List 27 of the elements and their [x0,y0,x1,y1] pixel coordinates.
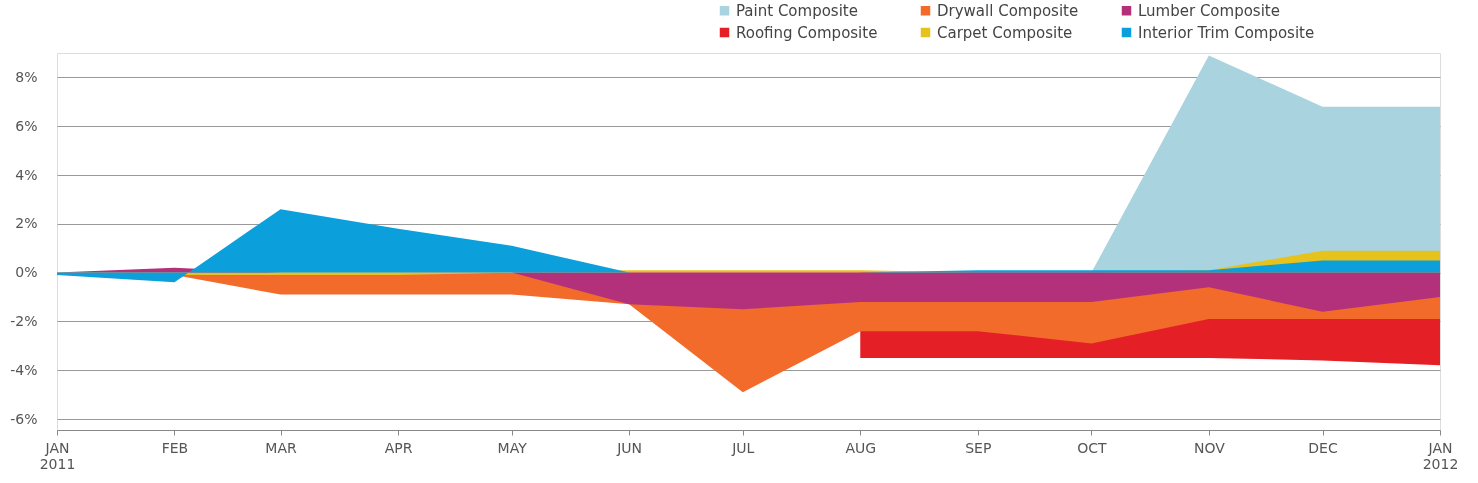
x-tick-label: FEB [161,439,189,456]
y-tick-label: -6% [10,410,38,427]
x-tick-label: MAR [265,439,298,456]
y-tick-label: 8% [15,68,38,85]
legend-label: Roofing Composite [736,23,878,42]
x-tick-label: NOV [1193,439,1226,456]
x-tick-label: JAN 2011 [39,439,76,472]
x-tick-label: OCT [1077,439,1108,456]
x-tick-label: AUG [845,439,877,456]
x-tick-label: JUL [731,439,755,456]
legend-label: Paint Composite [736,1,858,20]
y-tick-label: 6% [15,117,38,134]
x-tick-label: SEP [965,439,992,456]
y-tick-label: -2% [10,312,38,329]
legend-label: Drywall Composite [937,1,1079,20]
legend-label: Lumber Composite [1138,1,1280,20]
y-tick-label: 2% [15,215,38,232]
y-tick-label: 0% [15,264,38,281]
x-tick-label: DEC [1308,439,1338,456]
x-tick-label: APR [384,439,413,456]
x-tick-label: JAN 2012 [1422,439,1459,472]
legend-label: Interior Trim Composite [1138,23,1315,42]
x-tick-label: JUN [616,439,643,456]
y-tick-label: -4% [10,361,38,378]
x-tick-label: MAY [497,439,528,456]
y-tick-label: 4% [15,166,38,183]
legend-label: Carpet Composite [937,23,1073,42]
